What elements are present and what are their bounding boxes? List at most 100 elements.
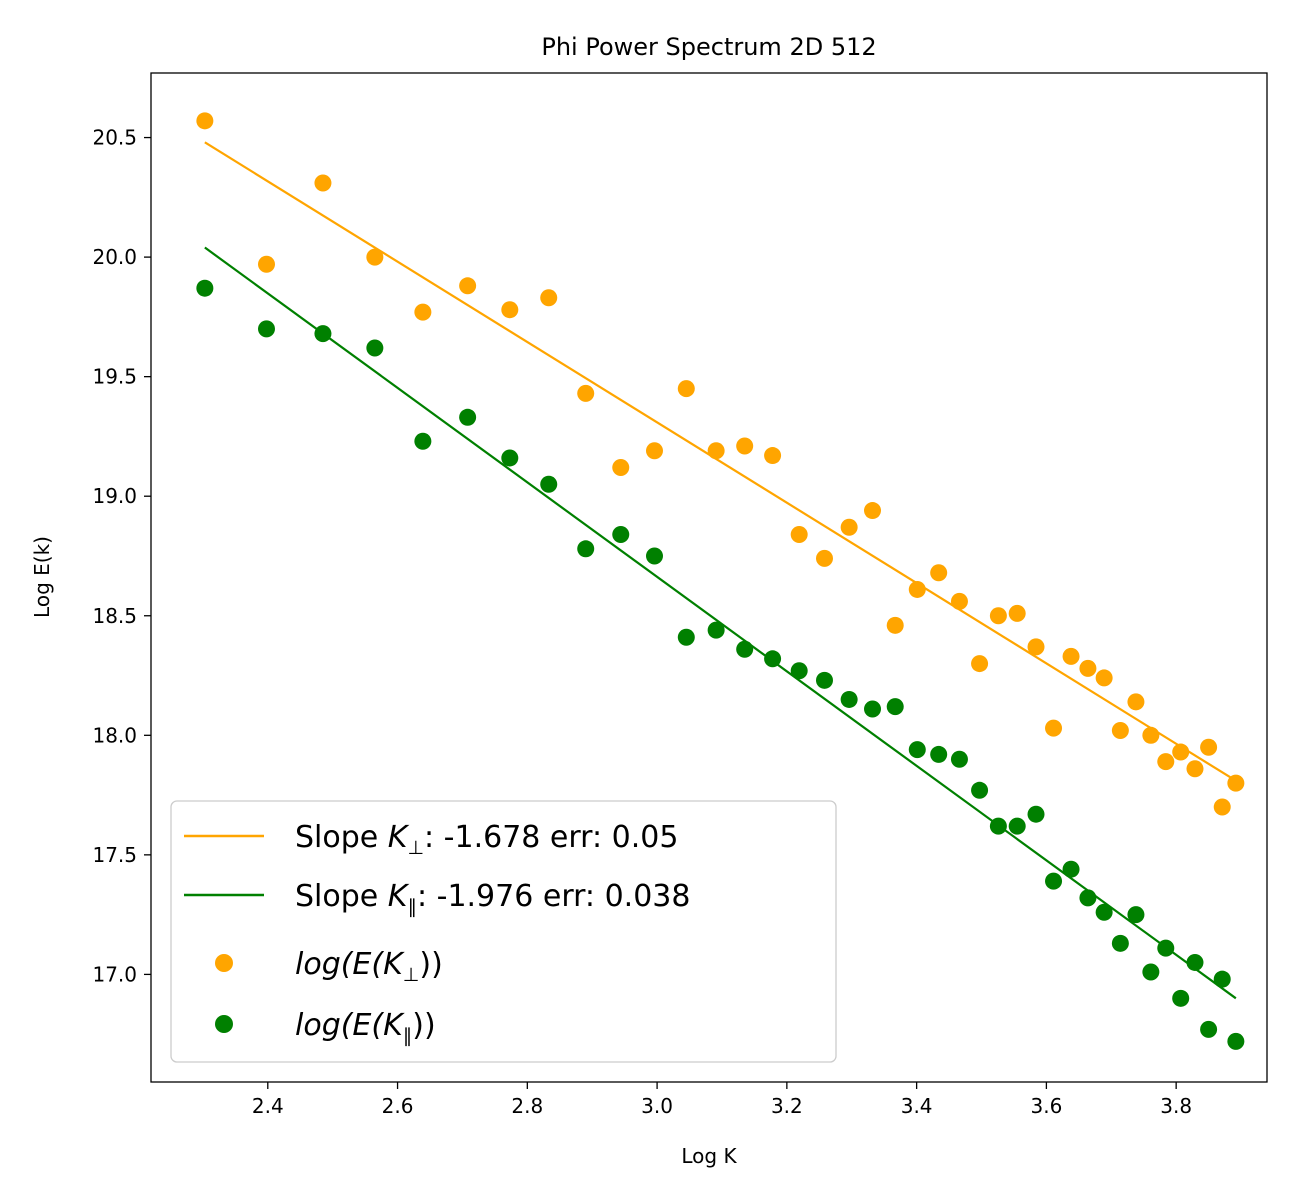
point-series0-0 <box>196 112 214 130</box>
point-series0-28 <box>1062 647 1080 665</box>
point-series1-7 <box>540 475 558 493</box>
point-series1-38 <box>1213 970 1231 988</box>
point-series0-9 <box>612 459 630 477</box>
point-series1-33 <box>1142 963 1160 981</box>
point-series1-37 <box>1200 1020 1218 1038</box>
point-series1-9 <box>612 525 630 543</box>
chart-title: Phi Power Spectrum 2D 512 <box>541 33 876 61</box>
point-series1-5 <box>459 408 477 426</box>
point-series1-12 <box>707 621 725 639</box>
plot-frame <box>150 72 1268 1083</box>
legend-label-3: log(E(K∥)) <box>295 1008 436 1047</box>
point-series0-21 <box>930 564 948 582</box>
x-tick-label: 3.4 <box>901 1094 933 1118</box>
point-series1-24 <box>989 817 1007 835</box>
point-series0-26 <box>1027 638 1045 656</box>
y-tick-label: 19.5 <box>92 365 137 389</box>
x-tick-label: 3.0 <box>641 1094 673 1118</box>
point-series0-33 <box>1142 726 1160 744</box>
plot-area <box>196 112 1245 1050</box>
legend-marker-swatch-2 <box>215 954 233 972</box>
point-series1-15 <box>790 662 808 680</box>
point-series1-16 <box>815 671 833 689</box>
point-series0-4 <box>414 303 432 321</box>
point-series0-6 <box>501 301 519 319</box>
y-tick-label: 18.5 <box>92 604 137 628</box>
point-series0-3 <box>366 248 384 266</box>
point-series1-29 <box>1079 889 1097 907</box>
point-series1-27 <box>1045 872 1063 890</box>
point-series0-34 <box>1157 753 1175 771</box>
x-tick-label: 2.6 <box>382 1094 414 1118</box>
point-series0-8 <box>577 384 595 402</box>
point-series0-29 <box>1079 659 1097 677</box>
legend: Slope K⊥: -1.678 err: 0.05 Slope K∥: -1.9… <box>170 800 837 1063</box>
y-tick-label: 20.0 <box>92 245 137 269</box>
y-tick-label: 18.0 <box>92 723 137 747</box>
point-series0-18 <box>864 502 882 520</box>
y-tick-label: 17.0 <box>92 962 137 986</box>
x-tick-label: 3.6 <box>1030 1094 1062 1118</box>
point-series1-25 <box>1008 817 1026 835</box>
x-tick-label: 3.8 <box>1160 1094 1192 1118</box>
x-tick-label: 3.2 <box>771 1094 803 1118</box>
point-series1-8 <box>577 540 595 558</box>
point-series1-26 <box>1027 805 1045 823</box>
point-series0-2 <box>314 174 332 192</box>
point-series0-5 <box>459 277 477 295</box>
point-series0-35 <box>1172 743 1190 761</box>
point-series1-18 <box>864 700 882 718</box>
point-series0-37 <box>1200 738 1218 756</box>
point-series0-24 <box>989 607 1007 625</box>
y-tick-label: 20.5 <box>92 126 137 150</box>
point-series1-34 <box>1157 939 1175 957</box>
legend-box <box>170 800 837 1063</box>
point-series1-36 <box>1186 953 1204 971</box>
y-axis-label: Log E(k) <box>30 536 54 618</box>
point-series1-30 <box>1095 903 1113 921</box>
point-series0-14 <box>764 447 782 465</box>
y-tick-label: 17.5 <box>92 843 137 867</box>
point-series1-11 <box>677 628 695 646</box>
point-series1-4 <box>414 432 432 450</box>
point-series0-30 <box>1095 669 1113 687</box>
data-markers <box>196 112 1245 1050</box>
point-series1-3 <box>366 339 384 357</box>
point-series0-13 <box>736 437 754 455</box>
point-series0-20 <box>908 580 926 598</box>
point-series1-23 <box>971 781 989 799</box>
point-series0-1 <box>257 255 275 273</box>
x-axis: 2.4 2.6 2.8 3.0 3.2 3.4 3.6 3.8 <box>252 1082 1192 1118</box>
point-series1-21 <box>930 745 948 763</box>
point-series0-25 <box>1008 604 1026 622</box>
point-series1-20 <box>908 741 926 759</box>
point-series0-27 <box>1045 719 1063 737</box>
point-series1-22 <box>950 750 968 768</box>
point-series1-10 <box>645 547 663 565</box>
y-tick-label: 19.0 <box>92 484 137 508</box>
point-series1-19 <box>886 698 904 716</box>
point-series0-12 <box>707 442 725 460</box>
point-series0-22 <box>950 592 968 610</box>
point-series0-31 <box>1111 722 1129 740</box>
point-series0-11 <box>677 380 695 398</box>
point-series0-7 <box>540 289 558 307</box>
point-series1-1 <box>257 320 275 338</box>
point-series0-32 <box>1127 693 1145 711</box>
legend-label-2: log(E(K⊥)) <box>295 947 443 986</box>
point-series1-0 <box>196 279 214 297</box>
legend-label-1: Slope K∥: -1.976 err: 0.038 <box>295 879 690 918</box>
fit-line-0 <box>204 141 1237 782</box>
point-series1-6 <box>501 449 519 467</box>
point-series0-10 <box>645 442 663 460</box>
point-series1-39 <box>1227 1032 1245 1050</box>
x-tick-label: 2.8 <box>511 1094 543 1118</box>
point-series0-15 <box>790 525 808 543</box>
legend-marker-swatch-3 <box>215 1015 233 1033</box>
point-series1-13 <box>736 640 754 658</box>
y-axis: 17.0 17.5 18.0 18.5 19.0 19.5 20.0 20.5 <box>92 126 151 986</box>
point-series1-2 <box>314 325 332 343</box>
x-axis-label: Log K <box>681 1144 737 1168</box>
point-series0-38 <box>1213 798 1231 816</box>
